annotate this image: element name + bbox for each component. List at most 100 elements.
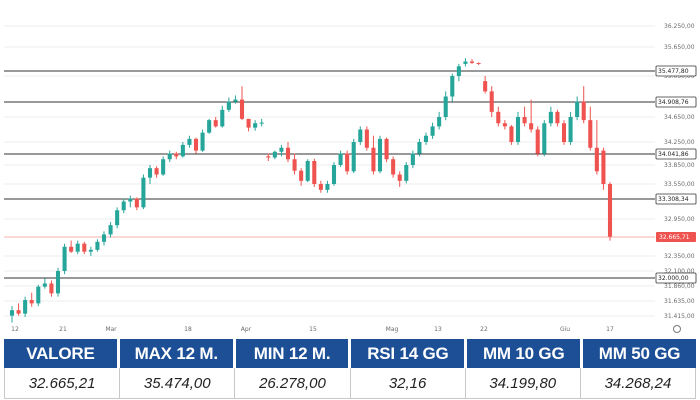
candle-body xyxy=(443,96,448,117)
candle-body xyxy=(568,117,573,142)
candle-body xyxy=(331,165,337,184)
y-tick-label: 32.100,00 xyxy=(664,268,695,275)
candle-body xyxy=(338,153,343,165)
candle-body xyxy=(535,129,540,154)
y-tick-label: 31.415,00 xyxy=(664,313,695,320)
candle-body xyxy=(55,271,61,294)
candle-body xyxy=(312,160,317,184)
y-tick-label: 35.650,00 xyxy=(664,44,695,51)
candle-body xyxy=(601,150,606,184)
candle-body xyxy=(75,243,80,252)
stats-value-row: 32.665,21 35.474,00 26.278,00 32,16 34.1… xyxy=(4,368,697,399)
candle-body xyxy=(246,118,251,128)
stats-header-valore: VALORE xyxy=(4,339,117,368)
candle-body xyxy=(108,225,113,235)
candle-body xyxy=(167,153,172,160)
candle-body xyxy=(49,283,54,294)
candle-body xyxy=(174,153,179,157)
x-tick-label: 17 xyxy=(606,326,614,333)
stats-value-mm-10gg: 34.199,80 xyxy=(465,368,581,399)
candle-body xyxy=(371,147,376,172)
stats-header-max-12m: MAX 12 M. xyxy=(119,339,233,368)
x-tick-label: Apr xyxy=(241,326,252,333)
x-tick-label: Mag xyxy=(386,326,399,333)
candle-body xyxy=(9,310,15,316)
candle-body xyxy=(82,243,87,252)
candle-body xyxy=(588,120,593,148)
y-tick-label: 31.860,00 xyxy=(664,283,695,290)
candle-body xyxy=(187,138,192,145)
candle-body xyxy=(489,91,494,112)
level-badge xyxy=(655,148,697,160)
stats-header-mm-10gg: MM 10 GG xyxy=(467,339,581,368)
candle-body xyxy=(134,198,139,208)
candle-body xyxy=(423,135,429,142)
candle-body xyxy=(391,159,396,175)
candle-body xyxy=(226,101,231,110)
candle-body xyxy=(29,300,34,304)
candle-body xyxy=(515,117,521,142)
y-tick-label: 36.250,00 xyxy=(664,23,695,30)
candle-body xyxy=(397,174,402,181)
candle-body xyxy=(529,123,534,130)
candle-body xyxy=(154,168,159,175)
candle-body xyxy=(561,123,567,142)
candle-body xyxy=(430,126,435,136)
candle-body xyxy=(463,61,468,64)
candle-body xyxy=(266,156,271,158)
candle-body xyxy=(147,168,153,178)
stats-value-rsi-14gg: 32,16 xyxy=(350,368,466,399)
x-tick-label: Giu xyxy=(560,326,570,333)
stats-value-valore: 32.665,21 xyxy=(4,368,121,399)
x-tick-label: 15 xyxy=(309,326,317,333)
y-tick-label: 33.550,00 xyxy=(664,181,695,188)
candle-body xyxy=(325,184,330,190)
candle-body xyxy=(456,66,461,76)
candle-body xyxy=(502,123,507,127)
level-label: 35.477,80 xyxy=(658,68,689,75)
candle-body xyxy=(607,184,613,237)
candle-body xyxy=(128,198,133,202)
candle-body xyxy=(161,159,166,175)
candle-body xyxy=(555,111,560,124)
y-tick-label: 32.950,00 xyxy=(664,216,695,223)
candle-body xyxy=(345,153,350,172)
stats-header-row: VALORE MAX 12 M. MIN 12 M. RSI 14 GG MM … xyxy=(4,339,696,368)
candle-body xyxy=(305,160,310,181)
x-tick-label: 22 xyxy=(480,326,488,333)
candle-body xyxy=(548,111,553,124)
stats-table: VALORE MAX 12 M. MIN 12 M. RSI 14 GG MM … xyxy=(4,339,697,399)
candle-body xyxy=(542,123,547,154)
candle-body xyxy=(69,246,74,252)
candle-body xyxy=(23,300,28,314)
candle-body xyxy=(437,117,442,127)
stats-value-mm-50gg: 34.268,24 xyxy=(580,368,697,399)
candle-body xyxy=(384,138,389,160)
candle-body xyxy=(272,151,277,158)
level-badge xyxy=(655,65,697,77)
candle-body xyxy=(121,201,126,211)
level-label: 33.308,34 xyxy=(658,196,689,203)
candle-body xyxy=(358,129,363,142)
y-tick-label: 33.850,00 xyxy=(664,162,695,169)
candle-body xyxy=(404,165,409,181)
candle-body xyxy=(496,111,501,124)
candle-body xyxy=(220,109,225,127)
stats-header-min-12m: MIN 12 M. xyxy=(235,339,349,368)
candle-body xyxy=(410,153,415,165)
last-price-label: 32.665,71 xyxy=(659,234,690,241)
x-tick-label: 12 xyxy=(11,326,19,333)
candle-body xyxy=(509,126,514,142)
candle-body xyxy=(233,99,238,102)
y-tick-label: 32.350,00 xyxy=(664,253,695,260)
y-tick-label: 35.050,00 xyxy=(664,73,695,80)
level-badge xyxy=(655,272,697,284)
candle-body xyxy=(259,122,264,124)
candle-body xyxy=(115,210,120,226)
candle-body xyxy=(318,184,323,190)
stats-header-mm-50gg: MM 50 GG xyxy=(583,339,696,368)
candle-body xyxy=(42,283,47,287)
candle-body xyxy=(469,61,475,63)
candle-body xyxy=(279,147,284,152)
gear-icon xyxy=(673,325,681,333)
